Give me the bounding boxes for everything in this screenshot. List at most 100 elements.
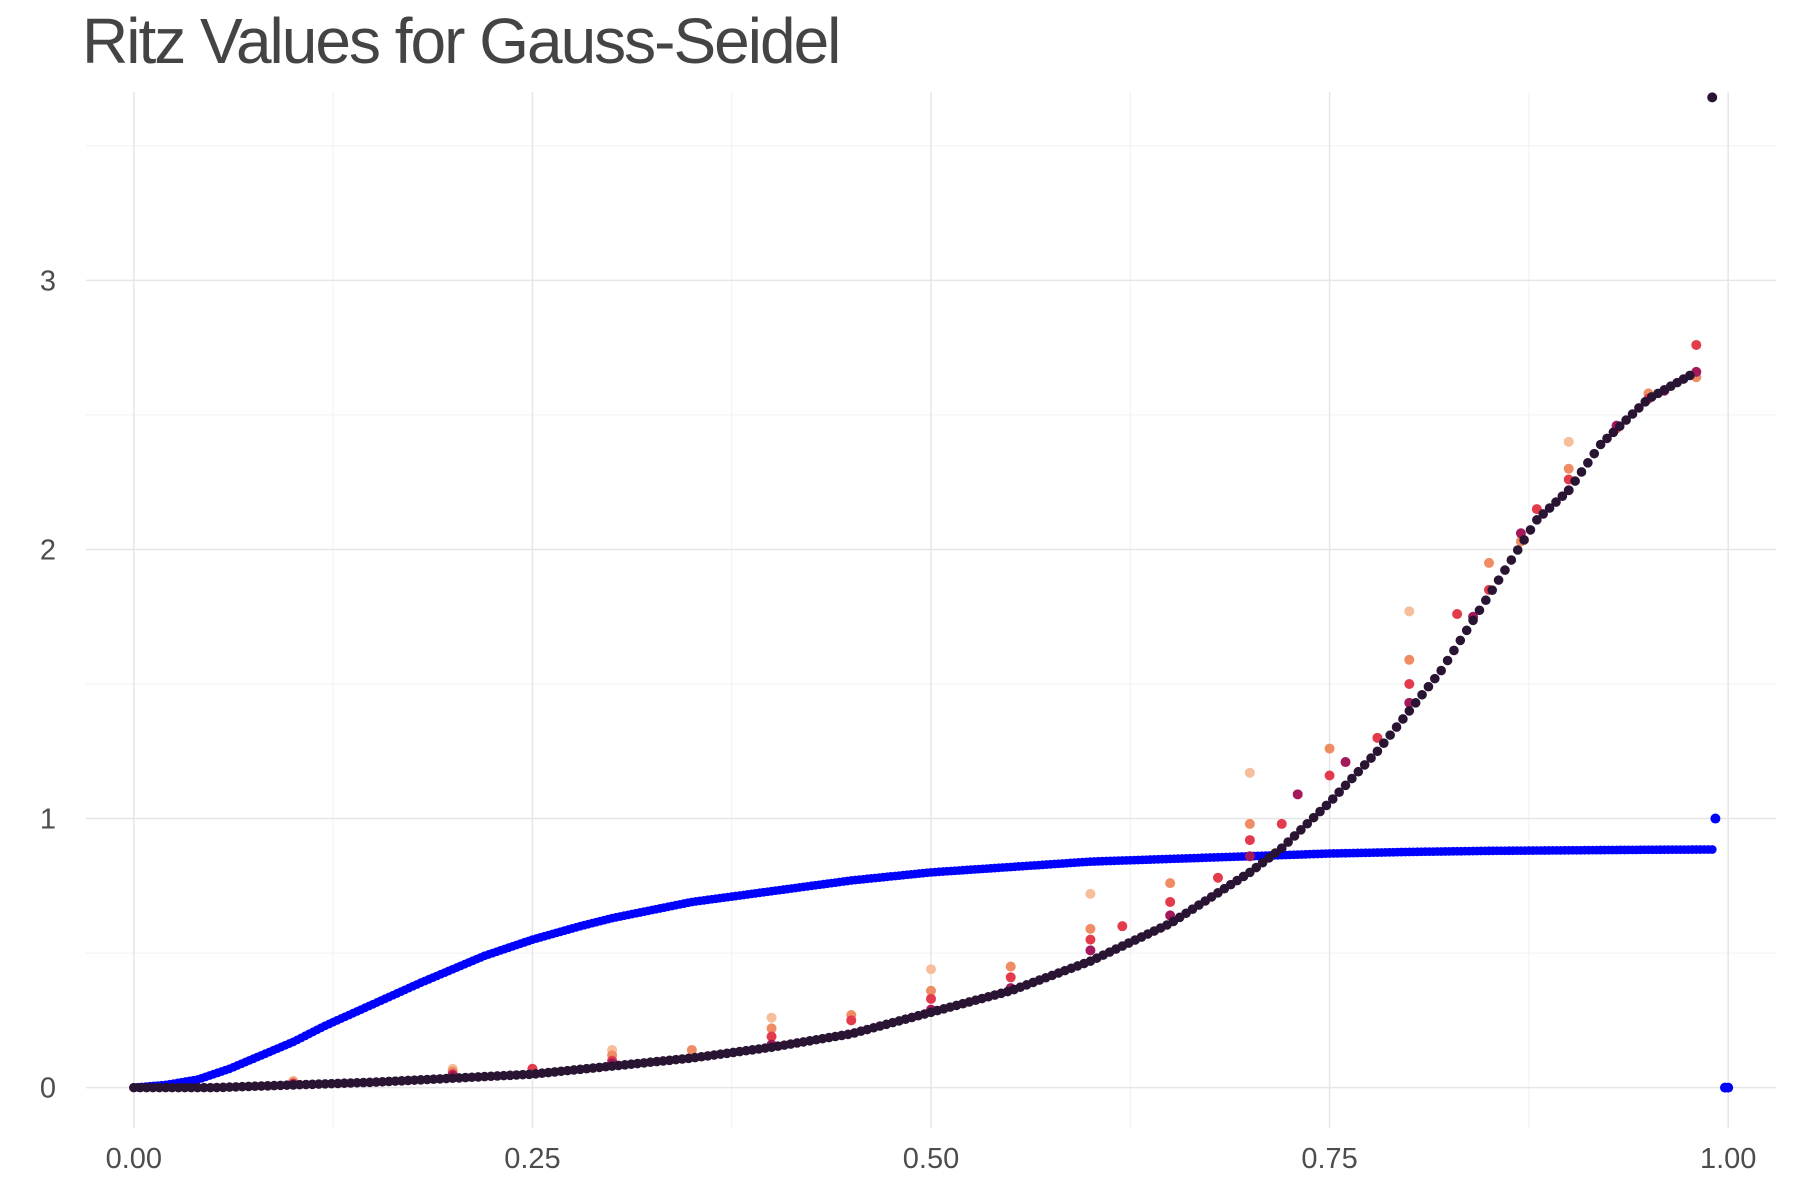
- y-axis-tick-labels: 0 1 2 3: [40, 265, 56, 1104]
- series-ritz-orange: [288, 372, 1702, 1088]
- ritz-point: [1602, 433, 1612, 444]
- ritz-point: [1244, 851, 1255, 862]
- ritz-point: [1468, 615, 1478, 626]
- ritz-point: [1436, 665, 1446, 676]
- ritz-point: [1551, 497, 1561, 507]
- ritz-point: [1165, 896, 1176, 907]
- ritz-point: [1165, 878, 1176, 889]
- ritz-point: [1563, 463, 1574, 474]
- ritz-point: [1212, 872, 1223, 883]
- ritz-point: [1608, 427, 1619, 438]
- reference-point: [1707, 845, 1717, 854]
- x-tick-label: 0.00: [106, 1143, 162, 1175]
- ritz-point: [1340, 780, 1351, 791]
- ritz-point: [1404, 706, 1415, 716]
- ritz-point: [1595, 439, 1606, 450]
- ritz-point: [1500, 565, 1510, 575]
- y-tick-label: 2: [40, 534, 56, 566]
- ritz-point: [1276, 818, 1287, 829]
- series-ritz-red: [288, 339, 1702, 1089]
- ritz-point: [1627, 409, 1638, 419]
- x-tick-label: 0.50: [903, 1143, 959, 1175]
- ritz-point: [1707, 92, 1718, 103]
- ritz-point: [1117, 921, 1128, 932]
- ritz-point: [1005, 972, 1016, 983]
- ritz-point: [1576, 467, 1587, 477]
- ritz-point: [1544, 503, 1555, 513]
- ritz-point: [1404, 654, 1415, 665]
- ritz-point: [1583, 458, 1593, 468]
- ritz-point: [1327, 794, 1338, 804]
- ritz-point: [1410, 698, 1421, 708]
- ritz-point: [1512, 545, 1523, 555]
- ritz-point: [1378, 738, 1389, 748]
- ritz-point: [1334, 787, 1344, 797]
- series-ritz-purple: [288, 366, 1702, 1090]
- ritz-point: [1563, 485, 1574, 496]
- ritz-point: [686, 1044, 697, 1055]
- ritz-point: [1691, 339, 1702, 350]
- ritz-point: [1372, 746, 1383, 757]
- x-tick-label: 1.00: [1700, 1143, 1756, 1175]
- ritz-point: [1404, 606, 1415, 617]
- ritz-point: [1340, 757, 1351, 768]
- ritz-point: [1519, 535, 1529, 545]
- ritz-point: [1532, 515, 1542, 525]
- x-tick-label: 0.25: [504, 1143, 560, 1175]
- ritz-point: [846, 1015, 857, 1026]
- ritz-point: [1347, 773, 1357, 784]
- ritz-point: [1493, 575, 1504, 585]
- ritz-point: [1276, 843, 1287, 853]
- ritz-point: [1398, 714, 1408, 724]
- ritz-point: [1359, 760, 1370, 770]
- chart-title: Ritz Values for Gauss-Seidel: [82, 5, 841, 77]
- reference-point: [1710, 813, 1721, 824]
- ritz-point: [1452, 609, 1463, 620]
- ritz-point: [1085, 934, 1096, 945]
- ritz-point: [1417, 689, 1427, 700]
- ritz-point: [1289, 831, 1300, 841]
- x-tick-label: 0.75: [1301, 1143, 1357, 1175]
- ritz-point: [1442, 655, 1453, 666]
- ritz-point: [1506, 555, 1517, 565]
- ritz-point: [1563, 436, 1574, 447]
- y-tick-label: 3: [40, 265, 56, 297]
- ritz-point: [1621, 415, 1631, 425]
- ritz-point: [1244, 835, 1255, 846]
- ritz-point: [766, 1031, 777, 1042]
- ritz-point: [1455, 635, 1466, 646]
- ritz-point: [1085, 888, 1096, 899]
- ritz-point: [1321, 800, 1332, 811]
- ritz-point: [1302, 818, 1313, 829]
- x-axis-tick-labels: 0.00 0.25 0.50 0.75 1.00: [106, 1143, 1757, 1175]
- ritz-point: [766, 1012, 777, 1023]
- ritz-point: [1283, 837, 1293, 847]
- ritz-point: [1487, 585, 1498, 595]
- ritz-point: [1296, 825, 1306, 835]
- ritz-point: [1391, 722, 1402, 732]
- ritz-point: [1292, 789, 1303, 800]
- ritz-point: [1570, 476, 1580, 486]
- ritz-point: [1324, 770, 1335, 781]
- ritz-point: [1634, 403, 1644, 413]
- ritz-point: [926, 964, 936, 975]
- ritz-point: [766, 1023, 777, 1034]
- ritz-point: [1366, 753, 1376, 763]
- y-tick-label: 0: [40, 1073, 56, 1105]
- ritz-point: [1005, 961, 1016, 972]
- ritz-point: [1474, 605, 1485, 616]
- major-gridlines: [86, 92, 1776, 1128]
- ritz-point: [1372, 732, 1383, 743]
- ritz-point: [1538, 509, 1549, 519]
- reference-point: [1723, 1082, 1734, 1093]
- ritz-point: [1449, 645, 1459, 656]
- ritz-point: [1685, 370, 1695, 381]
- data-series: [129, 92, 1734, 1093]
- ritz-point: [1308, 812, 1319, 823]
- ritz-point: [1557, 491, 1568, 501]
- ritz-point: [1385, 730, 1395, 740]
- ritz-point: [1244, 767, 1255, 778]
- series-ritz-dark: [129, 92, 1718, 1093]
- ritz-point: [1315, 806, 1325, 817]
